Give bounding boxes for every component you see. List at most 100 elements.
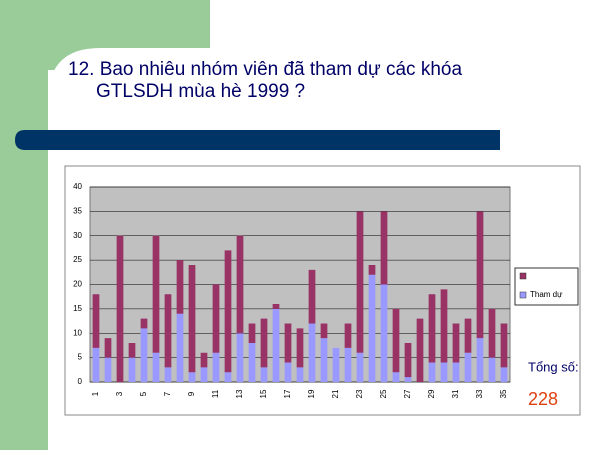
- y-tick-label: 25: [73, 255, 82, 264]
- bar-segment: [152, 235, 160, 353]
- bar-segment: [308, 323, 316, 382]
- bar-segment: [392, 308, 400, 373]
- title-bar: [15, 130, 500, 150]
- bar-segment: [164, 367, 172, 382]
- bar-segment: [92, 347, 100, 382]
- x-tick-label: 29: [427, 389, 436, 398]
- x-tick-label: 31: [451, 389, 460, 398]
- y-tick-label: 35: [73, 206, 82, 215]
- bar-segment: [176, 313, 184, 382]
- bar-segment: [260, 367, 268, 382]
- title-line: GTLSDH mùa hè 1999 ?: [96, 81, 305, 102]
- x-tick-label: 13: [235, 389, 244, 398]
- bar-segment: [272, 308, 280, 382]
- bar-segment: [248, 323, 256, 343]
- bar-segment: [356, 211, 364, 353]
- bar-segment: [92, 294, 100, 348]
- x-tick-label: 25: [379, 389, 388, 398]
- bar-segment: [128, 357, 136, 382]
- legend-label: Tham dự: [530, 290, 563, 299]
- x-tick-label: 17: [283, 389, 292, 398]
- bar-segment: [284, 362, 292, 382]
- bar-segment: [188, 265, 196, 373]
- bar-segment: [200, 367, 208, 382]
- bar-segment: [152, 352, 160, 382]
- y-tick-label: 10: [73, 328, 82, 337]
- bar-segment: [356, 352, 364, 382]
- x-tick-label: 21: [331, 389, 340, 398]
- bar-segment: [296, 328, 304, 368]
- y-tick-label: 5: [78, 353, 83, 362]
- x-tick-label: 19: [307, 389, 316, 398]
- bar-segment: [428, 294, 436, 363]
- bar-segment: [380, 284, 388, 382]
- bar-segment: [476, 211, 484, 339]
- bar-segment: [224, 250, 232, 373]
- bar-segment: [320, 323, 328, 339]
- bar-segment: [296, 367, 304, 382]
- bar-segment: [104, 357, 112, 382]
- bar-segment: [488, 308, 496, 358]
- bar-segment: [380, 211, 388, 285]
- bar-segment: [212, 352, 220, 382]
- bar-segment: [464, 352, 472, 382]
- bar-segment: [368, 274, 376, 382]
- bar-segment: [188, 372, 196, 382]
- bar-segment: [404, 343, 412, 378]
- bar-segment: [236, 235, 244, 334]
- bar-segment: [104, 338, 112, 358]
- bar-segment: [428, 362, 436, 382]
- bar-segment: [500, 323, 508, 368]
- bar-segment: [248, 343, 256, 382]
- x-tick-label: 3: [115, 391, 124, 396]
- bar-segment: [344, 347, 352, 382]
- bar-segment: [236, 333, 244, 382]
- bar-segment: [452, 323, 460, 363]
- bar-segment: [392, 372, 400, 382]
- bar-segment: [332, 347, 340, 382]
- y-tick-label: 20: [73, 280, 82, 289]
- green-stripe: [0, 0, 48, 450]
- title-line: 12. Bao nhiêu nhóm viên đã tham dự các k…: [68, 59, 462, 80]
- bar-segment: [116, 235, 124, 382]
- bar-segment: [212, 284, 220, 353]
- x-tick-label: 35: [499, 389, 508, 398]
- total-value: 228: [528, 389, 558, 409]
- legend-swatch: [519, 291, 527, 299]
- x-tick-label: 27: [403, 389, 412, 398]
- bar-segment: [440, 289, 448, 363]
- x-tick-label: 33: [475, 389, 484, 398]
- x-tick-label: 1: [91, 391, 100, 396]
- y-tick-label: 15: [73, 304, 82, 313]
- x-tick-label: 5: [139, 391, 148, 396]
- bar-segment: [200, 352, 208, 368]
- bar-segment: [416, 318, 424, 382]
- bar-segment: [500, 367, 508, 382]
- y-tick-label: 40: [73, 182, 82, 191]
- bar-segment: [320, 338, 328, 382]
- bar-segment: [404, 377, 412, 382]
- bar-segment: [464, 318, 472, 353]
- bar-segment: [368, 265, 376, 275]
- total-label: Tổng số:: [528, 359, 579, 374]
- x-tick-label: 11: [211, 389, 220, 398]
- x-tick-label: 7: [163, 391, 172, 396]
- bar-segment: [140, 328, 148, 382]
- x-tick-label: 15: [259, 389, 268, 398]
- bar-segment: [128, 343, 136, 358]
- legend-swatch: [519, 272, 527, 280]
- bar-segment: [176, 260, 184, 314]
- bar-segment: [344, 323, 352, 348]
- bar-segment: [440, 362, 448, 382]
- bar-segment: [164, 294, 172, 368]
- y-tick-label: 30: [73, 231, 82, 240]
- bar-segment: [308, 269, 316, 324]
- bar-segment: [452, 362, 460, 382]
- bar-segment: [284, 323, 292, 363]
- bar-segment: [476, 338, 484, 382]
- bar-segment: [272, 304, 280, 309]
- bar-segment: [140, 318, 148, 329]
- x-tick-label: 23: [355, 389, 364, 398]
- bar-segment: [260, 318, 268, 368]
